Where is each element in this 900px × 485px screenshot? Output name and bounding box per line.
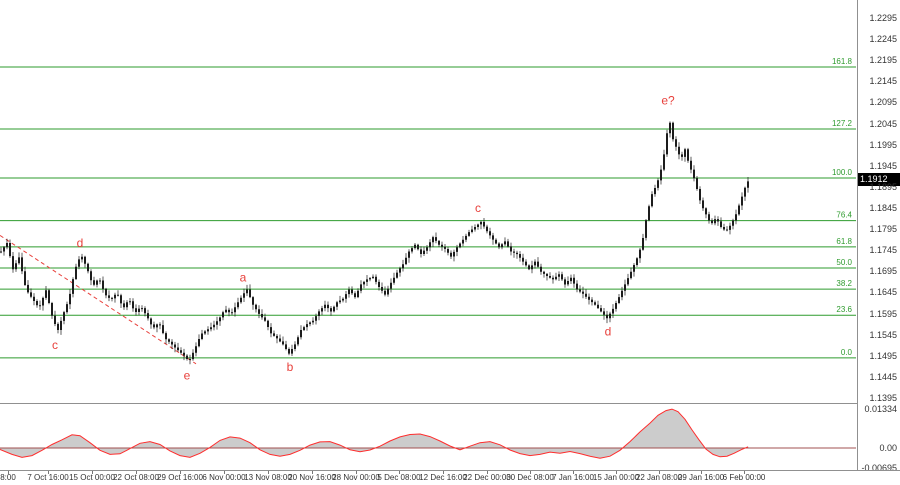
wave-label-wave-c2[interactable]: c bbox=[475, 201, 481, 215]
time-axis-label: 13 Nov 08:00 bbox=[244, 473, 292, 482]
descending-trendline[interactable] bbox=[0, 235, 197, 365]
time-axis-label: 5 Dec 08:00 bbox=[377, 473, 421, 482]
time-axis-tick bbox=[48, 471, 49, 474]
price-axis-label: 1.1945 bbox=[869, 160, 897, 171]
price-axis-label: 1.2095 bbox=[869, 97, 897, 108]
time-axis-tick bbox=[180, 471, 181, 474]
time-axis-tick bbox=[92, 471, 93, 474]
wave-label-wave-c1[interactable]: c bbox=[52, 338, 58, 352]
price-axis-label: 1.2145 bbox=[869, 76, 897, 87]
time-axis-label: 20 Nov 16:00 bbox=[288, 473, 336, 482]
price-axis-label: 1.1745 bbox=[869, 245, 897, 256]
time-axis-label: 22 Jan 08:00 bbox=[635, 473, 683, 482]
price-axis-label: 1.1595 bbox=[869, 308, 897, 319]
price-axis-label: 1.1695 bbox=[869, 266, 897, 277]
price-axis-label: 1.1895 bbox=[869, 181, 897, 192]
oscillator-canvas bbox=[0, 408, 856, 459]
time-axis-tick bbox=[616, 471, 617, 474]
price-axis-label: 1.1845 bbox=[869, 203, 897, 213]
oscillator-area bbox=[0, 408, 749, 459]
fib-label-127.2: 127.2 bbox=[832, 119, 853, 128]
price-chart-canvas: 161.8 127.2 100.0 76.4 61.8 50.0 38.2 23.6 0.0 c d… bbox=[0, 57, 856, 383]
wave-label-wave-e1[interactable]: e bbox=[184, 369, 191, 383]
wave-label-wave-e2[interactable]: e? bbox=[661, 93, 675, 107]
time-axis-label: 22 Dec 00:00 bbox=[463, 473, 511, 482]
time-axis-label: 7 Oct 16:00 bbox=[27, 473, 69, 482]
time-axis-tick bbox=[268, 471, 269, 474]
time-axis-tick bbox=[744, 471, 745, 474]
fib-label-0.0: 0.0 bbox=[841, 348, 853, 357]
time-axis-label: 6 Nov 00:00 bbox=[202, 473, 246, 482]
price-axis[interactable]: 1.1912 1.2295 1.2245 1.2195 1.2145 1.2095 1.2… bbox=[857, 0, 900, 474]
price-axis-label: 1.1395 bbox=[869, 393, 897, 403]
fib-label-50.0: 50.0 bbox=[836, 258, 852, 267]
time-axis-tick bbox=[659, 471, 660, 474]
time-axis-label: 28 Nov 00:00 bbox=[332, 473, 380, 482]
oscillator-axis-label: -0.00695 bbox=[861, 463, 897, 474]
wave-label-wave-a[interactable]: a bbox=[240, 271, 247, 285]
time-axis-tick bbox=[443, 471, 444, 474]
price-axis-label: 1.2045 bbox=[869, 118, 897, 129]
fib-label-161.8: 161.8 bbox=[832, 57, 853, 66]
time-axis-tick bbox=[573, 471, 574, 474]
price-axis-label: 1.1495 bbox=[869, 350, 897, 361]
price-chart-pane[interactable]: 161.8 127.2 100.0 76.4 61.8 50.0 38.2 23.6 0.0 c d… bbox=[0, 0, 857, 403]
time-axis-label: 22 Oct 08:00 bbox=[113, 473, 159, 482]
time-axis-label: 6 Feb 00:00 bbox=[722, 473, 766, 482]
price-axis-label: 1.2195 bbox=[869, 55, 897, 66]
time-axis-label: 7 Jan 16:00 bbox=[552, 473, 594, 482]
time-axis-tick bbox=[701, 471, 702, 474]
wave-label-wave-d1[interactable]: d bbox=[77, 236, 84, 250]
candle-bodies bbox=[0, 122, 749, 360]
time-axis-tick bbox=[8, 471, 9, 474]
price-axis-label: 1.2245 bbox=[869, 34, 897, 45]
time-axis-tick bbox=[312, 471, 313, 474]
time-axis-tick bbox=[356, 471, 357, 474]
time-axis[interactable]: 8:00 7 Oct 16:00 15 Oct 00:00 22 Oct 08:00 2… bbox=[0, 470, 900, 485]
oscillator-axis-label: 0.01334 bbox=[864, 403, 897, 414]
time-axis-label: 8:00 bbox=[0, 473, 16, 482]
oscillator-axis-label: 0.00 bbox=[879, 443, 897, 453]
time-axis-tick bbox=[224, 471, 225, 474]
time-axis-tick bbox=[487, 471, 488, 474]
time-axis-tick bbox=[136, 471, 137, 474]
time-axis-label: 30 Dec 08:00 bbox=[506, 473, 554, 482]
time-axis-label: 12 Dec 16:00 bbox=[419, 473, 467, 482]
candle-wicks bbox=[0, 121, 749, 365]
price-axis-label: 1.1545 bbox=[869, 329, 897, 340]
time-axis-label: 15 Oct 00:00 bbox=[69, 473, 115, 482]
time-axis-tick bbox=[399, 471, 400, 474]
fib-label-100.0: 100.0 bbox=[832, 168, 853, 177]
fib-label-23.6: 23.6 bbox=[836, 305, 852, 314]
oscillator-pane[interactable] bbox=[0, 403, 857, 470]
fib-label-38.2: 38.2 bbox=[836, 279, 852, 288]
time-axis-tick bbox=[530, 471, 531, 474]
price-axis-label: 1.1995 bbox=[869, 139, 897, 150]
time-axis-label: 29 Oct 16:00 bbox=[157, 473, 203, 482]
time-axis-label: 29 Jan 16:00 bbox=[677, 473, 725, 482]
wave-label-wave-d2[interactable]: d bbox=[605, 325, 612, 339]
price-axis-label: 1.1795 bbox=[869, 224, 897, 235]
price-axis-label: 1.1645 bbox=[869, 287, 897, 298]
fib-label-61.8: 61.8 bbox=[836, 237, 852, 246]
time-axis-label: 15 Jan 00:00 bbox=[592, 473, 640, 482]
price-axis-label: 1.2295 bbox=[869, 13, 897, 23]
current-price-box: 1.1912 bbox=[858, 172, 900, 186]
price-axis-label: 1.1445 bbox=[869, 371, 897, 382]
oscillator-signal-line bbox=[0, 408, 749, 459]
wave-label-wave-b[interactable]: b bbox=[287, 360, 294, 374]
fib-label-76.4: 76.4 bbox=[836, 211, 852, 220]
